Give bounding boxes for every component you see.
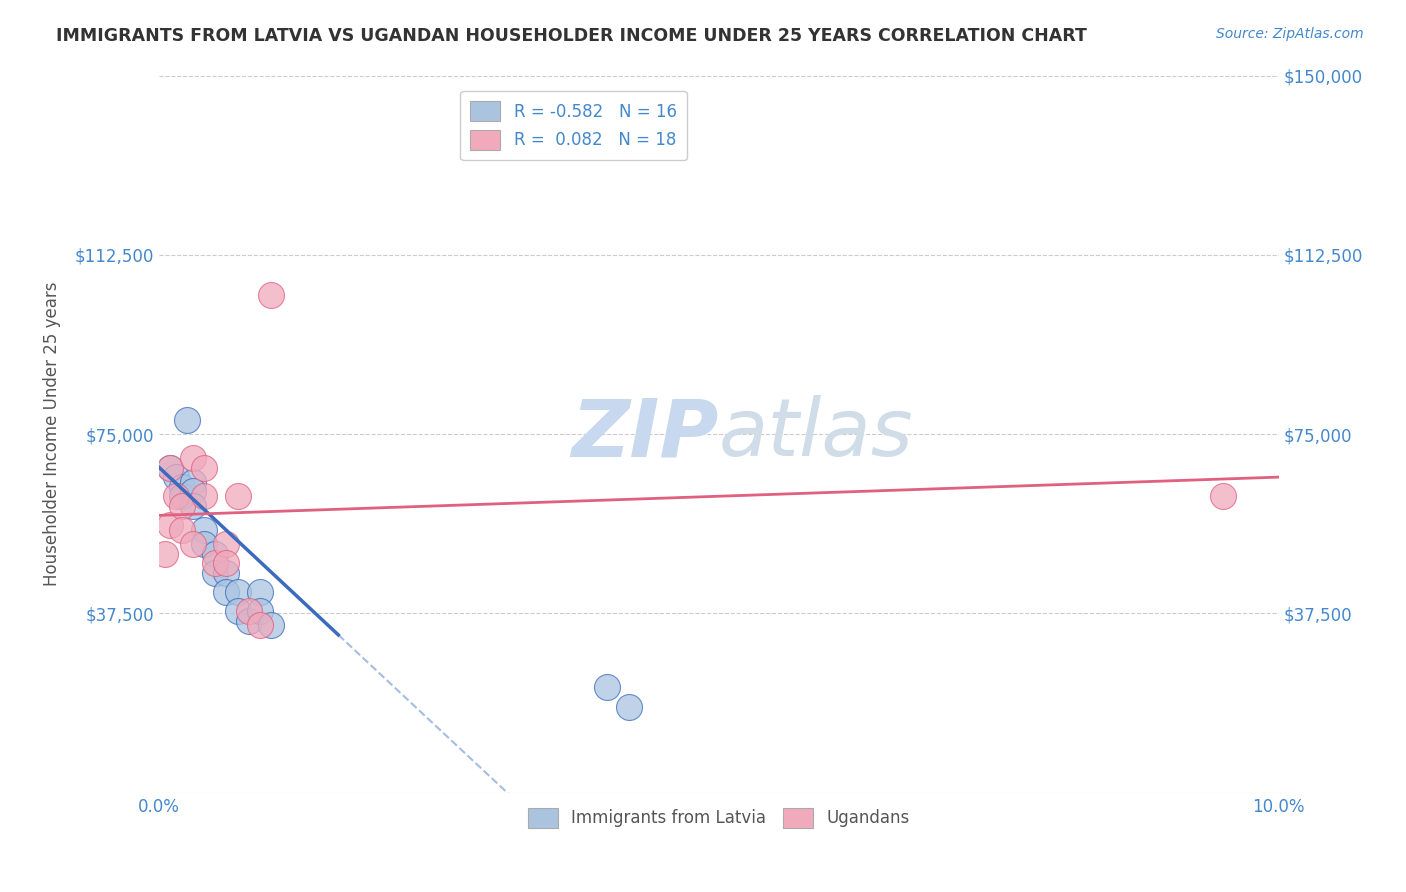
Point	[1212, 489, 1234, 503]
Point	[226, 585, 249, 599]
Point	[170, 489, 193, 503]
Point	[226, 489, 249, 503]
Point	[170, 499, 193, 513]
Text: Source: ZipAtlas.com: Source: ZipAtlas.com	[1216, 27, 1364, 41]
Text: IMMIGRANTS FROM LATVIA VS UGANDAN HOUSEHOLDER INCOME UNDER 25 YEARS CORRELATION : IMMIGRANTS FROM LATVIA VS UGANDAN HOUSEH…	[56, 27, 1087, 45]
Point	[181, 484, 204, 499]
Point	[260, 288, 283, 302]
Point	[193, 537, 215, 551]
Point	[193, 523, 215, 537]
Point	[181, 450, 204, 465]
Point	[596, 681, 619, 695]
Point	[153, 547, 176, 561]
Point	[204, 547, 226, 561]
Point	[159, 517, 181, 532]
Point	[204, 566, 226, 580]
Point	[619, 699, 641, 714]
Point	[165, 489, 187, 503]
Point	[159, 460, 181, 475]
Point	[249, 585, 271, 599]
Point	[215, 585, 238, 599]
Point	[165, 470, 187, 484]
Point	[159, 460, 181, 475]
Text: ZIP: ZIP	[572, 395, 718, 473]
Y-axis label: Householder Income Under 25 years: Householder Income Under 25 years	[44, 282, 60, 586]
Point	[181, 475, 204, 489]
Point	[170, 480, 193, 494]
Point	[238, 604, 260, 618]
Point	[181, 537, 204, 551]
Point	[181, 499, 204, 513]
Point	[176, 413, 198, 427]
Point	[249, 618, 271, 632]
Point	[170, 523, 193, 537]
Point	[226, 604, 249, 618]
Point	[215, 556, 238, 570]
Text: atlas: atlas	[718, 395, 914, 473]
Point	[215, 566, 238, 580]
Point	[215, 537, 238, 551]
Point	[238, 614, 260, 628]
Point	[193, 460, 215, 475]
Point	[260, 618, 283, 632]
Point	[249, 604, 271, 618]
Legend: Immigrants from Latvia, Ugandans: Immigrants from Latvia, Ugandans	[522, 801, 917, 835]
Point	[204, 556, 226, 570]
Point	[193, 489, 215, 503]
